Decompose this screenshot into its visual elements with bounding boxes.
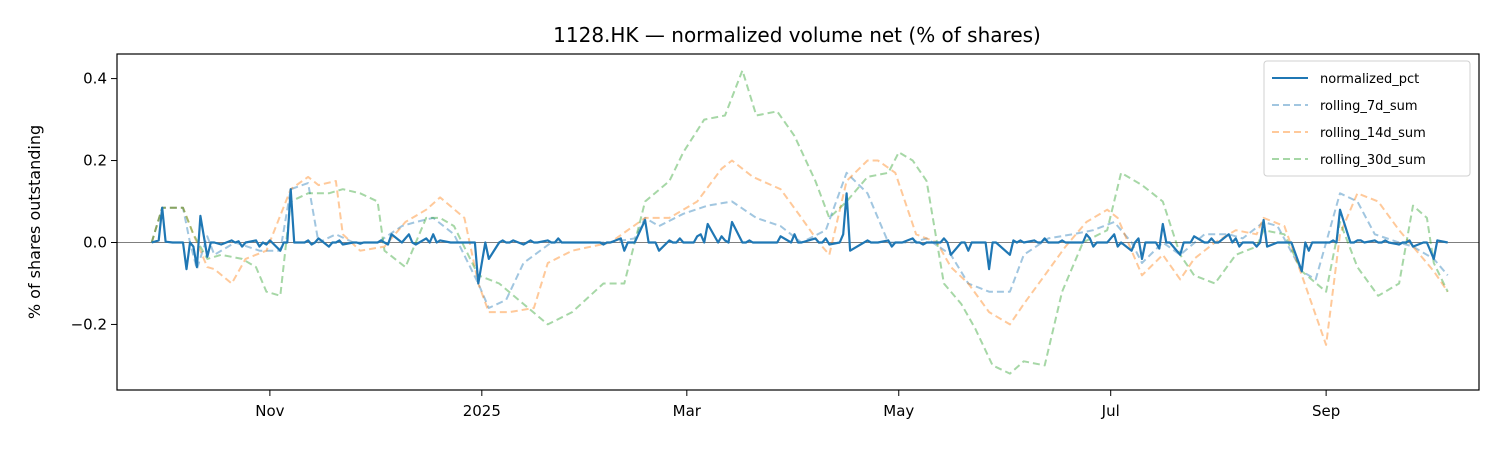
y-axis: 0.4 0.2 0.0 −0.2 (71, 70, 117, 333)
x-tick-label: Nov (255, 402, 284, 420)
series-line-rolling-14d-sum (150, 159, 1449, 346)
y-tick-label: 0.4 (83, 70, 107, 88)
legend-label: rolling_30d_sum (1320, 153, 1426, 168)
x-tick-label: 2025 (463, 402, 501, 420)
plot-area-frame (116, 53, 1480, 391)
y-tick-label: −0.2 (71, 315, 107, 333)
series-line-rolling-30d-sum (150, 69, 1449, 375)
legend-label: rolling_14d_sum (1320, 126, 1426, 141)
y-tick-label: 0.0 (83, 233, 107, 251)
legend-label: normalized_pct (1320, 72, 1419, 87)
y-axis-label: % of shares outstanding (25, 125, 44, 319)
x-axis: Nov 2025 Mar May Jul Sep (255, 390, 1340, 420)
series-line-rolling-7d-sum (150, 171, 1449, 309)
legend-label: rolling_7d_sum (1320, 99, 1418, 114)
x-tick-label: May (883, 402, 914, 420)
series-layer (150, 69, 1449, 375)
x-tick-label: Jul (1101, 402, 1120, 420)
legend-box (1263, 60, 1471, 177)
x-tick-label: Mar (673, 402, 702, 420)
series-line-normalized-pct (151, 188, 1448, 285)
legend: normalized_pct rolling_7d_sum rolling_14d_… (1263, 60, 1471, 177)
x-tick-label: Sep (1312, 402, 1340, 420)
chart-title: 1128.HK — normalized volume net (% of sh… (553, 23, 1041, 47)
y-tick-label: 0.2 (83, 152, 107, 170)
